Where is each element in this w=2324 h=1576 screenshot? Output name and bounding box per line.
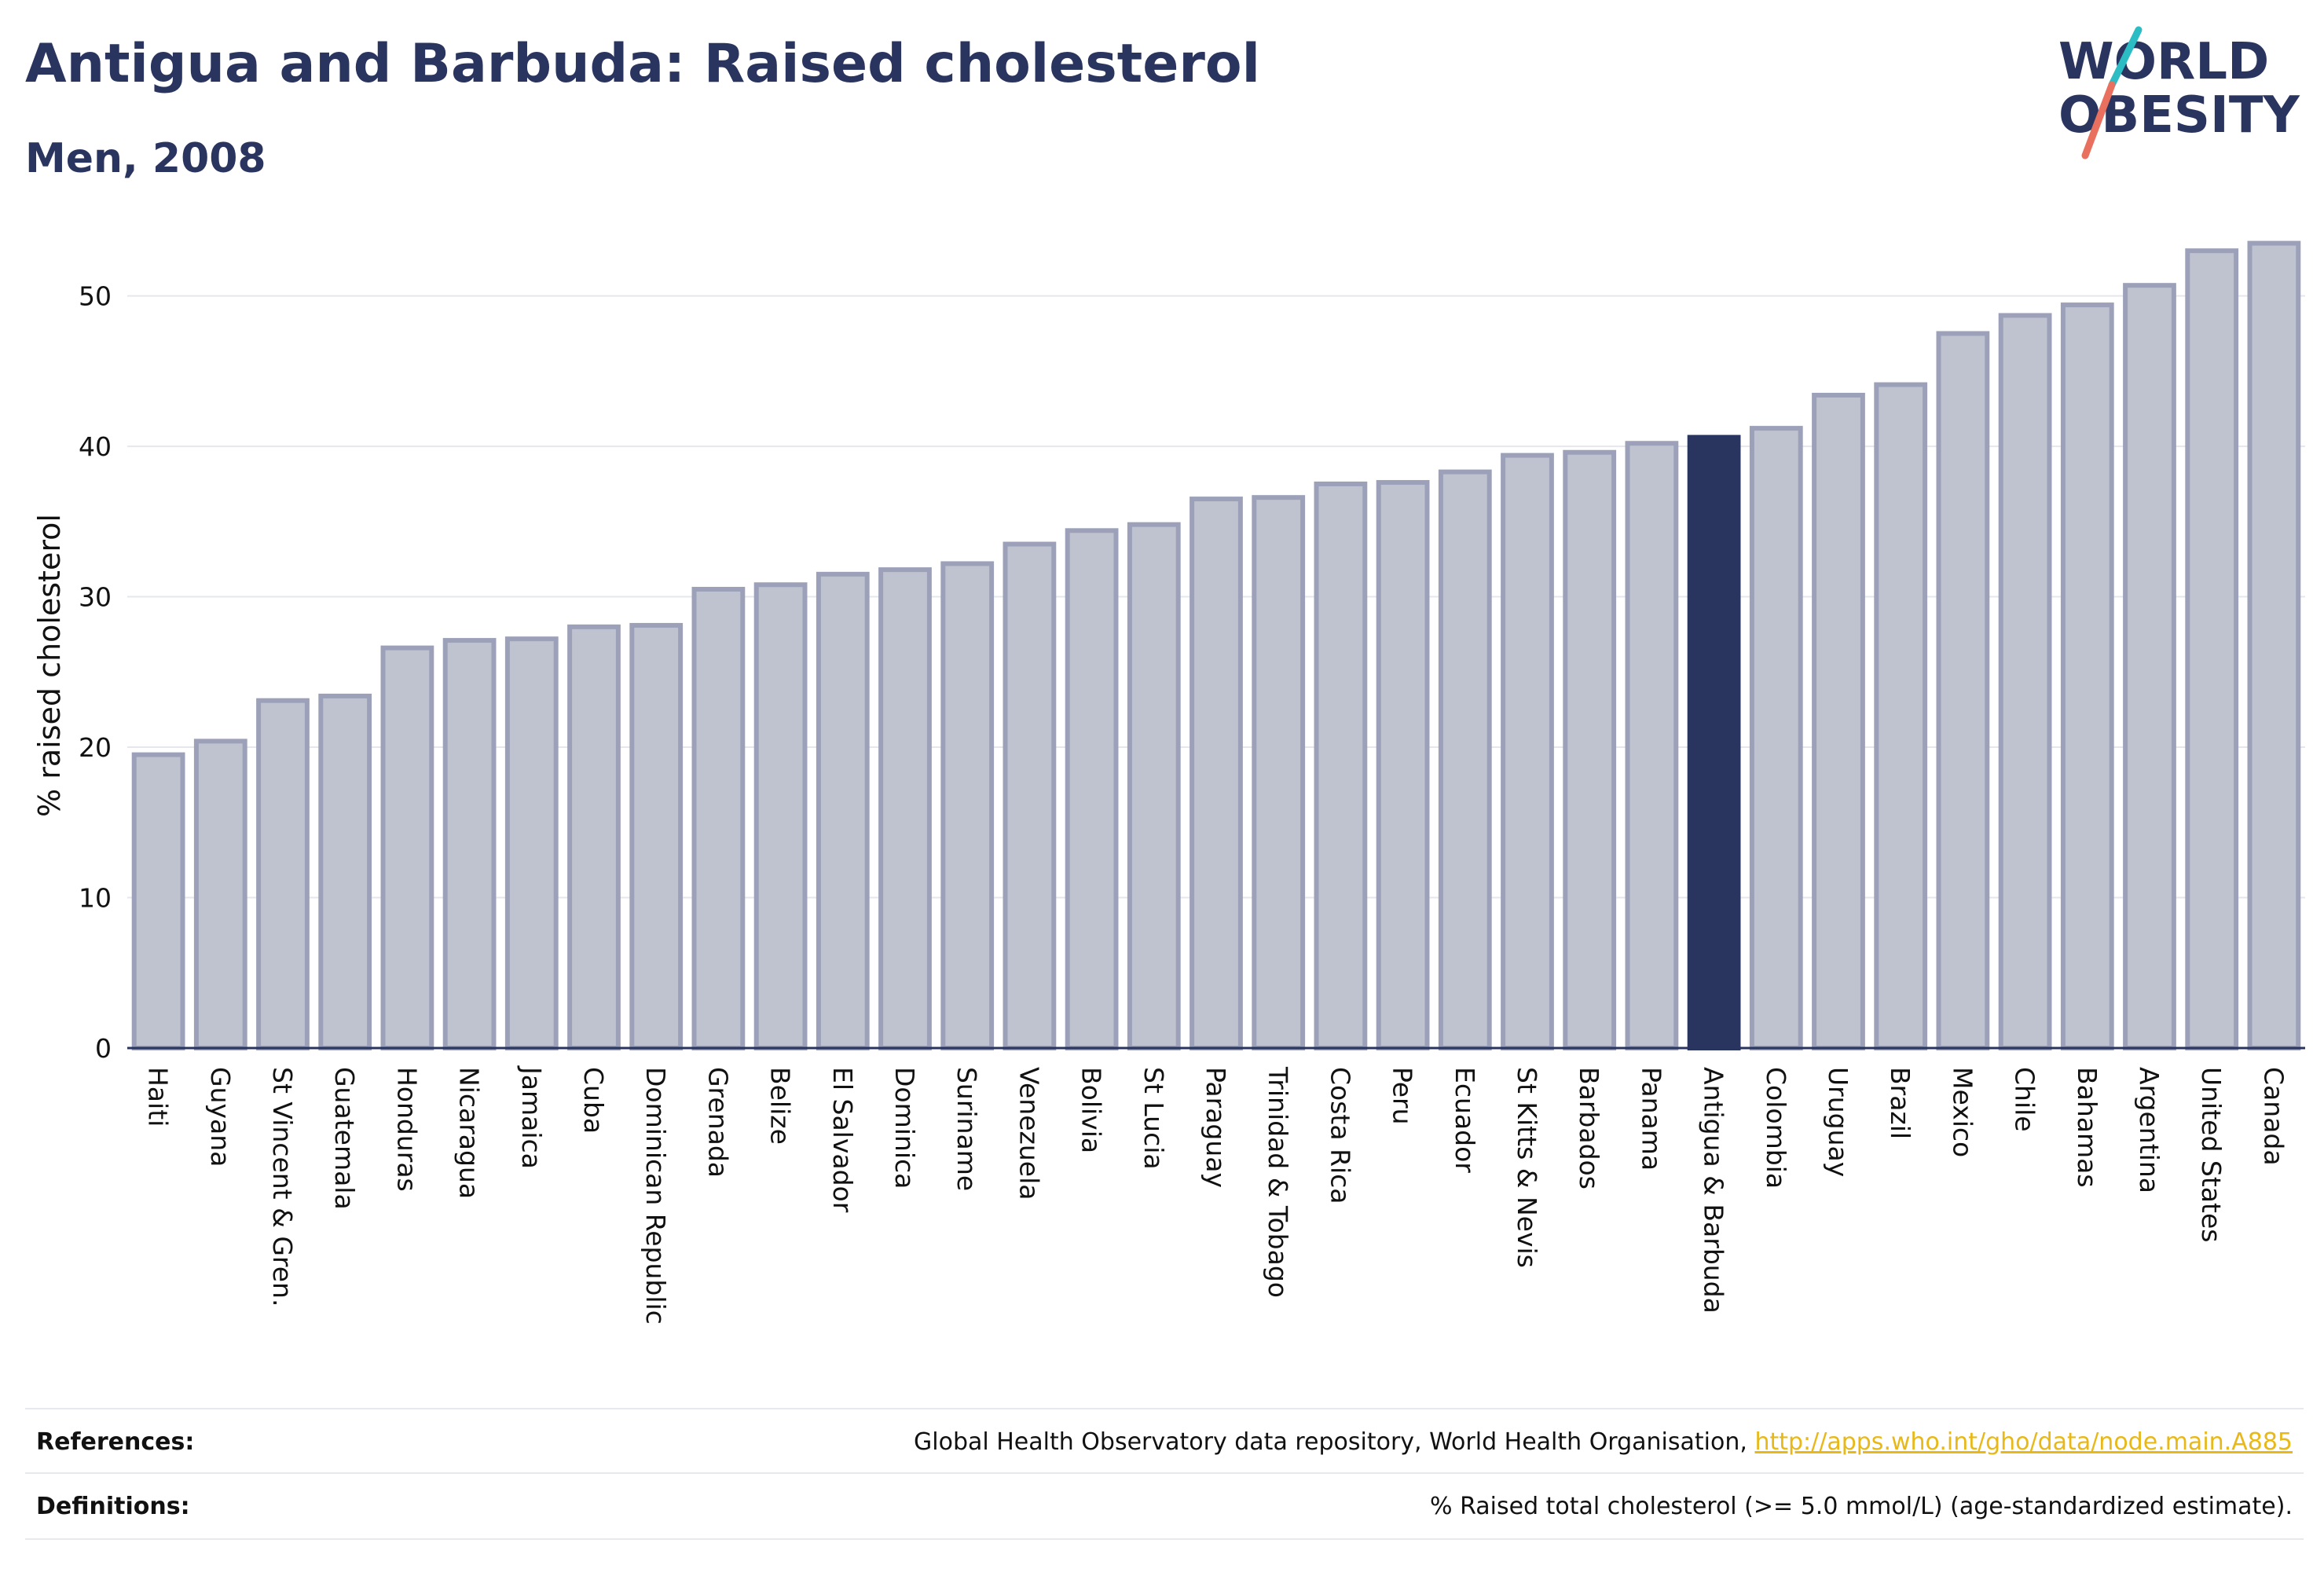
y-tick-label: 50 bbox=[79, 281, 112, 312]
category-label: Dominican Republic bbox=[640, 1067, 671, 1325]
bar-st-kitts-nevis bbox=[1501, 453, 1554, 1050]
category-label: Canada bbox=[2258, 1067, 2289, 1166]
bar-guyana bbox=[193, 739, 247, 1051]
y-tick-labels: 0 10 20 30 40 50 bbox=[79, 281, 112, 1064]
references-text: Global Health Observatory data repositor… bbox=[914, 1428, 1755, 1456]
bar-canada bbox=[2247, 240, 2301, 1050]
category-label: Belize bbox=[765, 1067, 796, 1145]
bar-st-vincent-gren- bbox=[256, 698, 310, 1051]
bar-st-lucia bbox=[1127, 522, 1181, 1050]
y-axis-title: % raised cholesterol bbox=[32, 514, 67, 817]
category-label: St Lucia bbox=[1138, 1067, 1169, 1170]
category-label: United States bbox=[2196, 1067, 2227, 1242]
category-label: Argentina bbox=[2134, 1067, 2165, 1193]
bar-ecuador bbox=[1438, 469, 1492, 1050]
bar-bolivia bbox=[1065, 528, 1119, 1050]
category-label: Venezuela bbox=[1014, 1067, 1044, 1200]
y-tick-label: 40 bbox=[79, 431, 112, 462]
references-link[interactable]: http://apps.who.int/gho/data/node.main.A… bbox=[1754, 1428, 2293, 1456]
category-label: Jamaica bbox=[516, 1065, 547, 1169]
bar-barbados bbox=[1563, 449, 1617, 1050]
category-label: Guyana bbox=[205, 1067, 236, 1167]
category-label: Mexico bbox=[1947, 1067, 1978, 1157]
category-labels: Haiti Guyana St Vincent & Gren. Guatemala Ho… bbox=[143, 1065, 2289, 1325]
bar-dominican-republic bbox=[629, 622, 684, 1050]
category-label: St Kitts & Nevis bbox=[1512, 1067, 1542, 1268]
bar-dominica bbox=[878, 567, 932, 1050]
category-label: Cuba bbox=[578, 1067, 609, 1134]
category-label: Antigua & Barbuda bbox=[1699, 1067, 1729, 1314]
bar-uruguay bbox=[1812, 392, 1865, 1050]
references-label: References: bbox=[36, 1428, 195, 1456]
category-label: Dominica bbox=[889, 1067, 920, 1189]
category-label: El Salvador bbox=[827, 1067, 858, 1213]
bar-brazil bbox=[1874, 382, 1928, 1051]
category-label: Barbados bbox=[1574, 1067, 1604, 1189]
references-row: References: Global Health Observatory da… bbox=[25, 1408, 2304, 1474]
y-tick-label: 30 bbox=[79, 582, 112, 613]
category-label: Haiti bbox=[143, 1067, 174, 1127]
world-obesity-logo: WORLD OBESITY bbox=[2058, 26, 2300, 159]
category-label: Nicaragua bbox=[454, 1067, 485, 1199]
bar-colombia bbox=[1749, 426, 1803, 1050]
bar-belize bbox=[753, 582, 808, 1050]
references-value: Global Health Observatory data repositor… bbox=[914, 1428, 2304, 1456]
bar-paraguay bbox=[1189, 497, 1243, 1050]
chart-subtitle: Men, 2008 bbox=[25, 135, 266, 182]
chart-title: Antigua and Barbuda: Raised cholesterol bbox=[25, 33, 1260, 95]
y-tick-label: 20 bbox=[79, 732, 112, 763]
category-label: Panama bbox=[1636, 1067, 1666, 1171]
bar-chart: 0 10 20 30 40 50 Haiti Guyana St Vincent & Gren… bbox=[32, 240, 2305, 1325]
bar-haiti bbox=[131, 752, 185, 1050]
category-label: Grenada bbox=[702, 1067, 733, 1178]
bar-nicaragua bbox=[442, 638, 497, 1050]
bar-chile bbox=[1998, 313, 2052, 1051]
bar-grenada bbox=[691, 586, 746, 1050]
logo-slash-top bbox=[2108, 26, 2143, 89]
definitions-value: % Raised total cholesterol (>= 5.0 mmol/… bbox=[1430, 1492, 2293, 1520]
bar-bahamas bbox=[2060, 302, 2114, 1050]
category-label: Guatemala bbox=[329, 1067, 360, 1210]
category-label: Paraguay bbox=[1200, 1067, 1231, 1188]
bar-costa-rica bbox=[1314, 481, 1368, 1050]
y-tick-label: 10 bbox=[79, 883, 112, 914]
bar-guatemala bbox=[318, 693, 372, 1051]
logo-line1: WORLD bbox=[2058, 33, 2269, 91]
bar-honduras bbox=[380, 645, 434, 1050]
category-label: Honduras bbox=[391, 1067, 422, 1192]
bar-argentina bbox=[2123, 283, 2176, 1050]
category-label: Brazil bbox=[1885, 1067, 1915, 1139]
bar-mexico bbox=[1936, 331, 1990, 1050]
logo-slash-bottom bbox=[2081, 81, 2116, 159]
bar-trinidad-tobago bbox=[1252, 495, 1306, 1050]
category-label: Bahamas bbox=[2072, 1067, 2102, 1188]
y-tick-label: 0 bbox=[95, 1033, 112, 1064]
category-label: Peru bbox=[1387, 1067, 1418, 1125]
bars bbox=[131, 240, 2301, 1051]
bar-united-states bbox=[2185, 248, 2239, 1051]
category-label: St Vincent & Gren. bbox=[267, 1067, 298, 1307]
bar-peru bbox=[1376, 480, 1430, 1050]
category-label: Trinidad & Tobago bbox=[1263, 1066, 1293, 1298]
bar-venezuela bbox=[1003, 541, 1057, 1050]
bar-jamaica bbox=[504, 636, 559, 1050]
category-label: Uruguay bbox=[1823, 1067, 1853, 1177]
bar-antigua-barbuda bbox=[1687, 434, 1741, 1050]
bar-cuba bbox=[567, 624, 621, 1050]
category-label: Colombia bbox=[1761, 1067, 1791, 1189]
definitions-label: Definitions: bbox=[36, 1492, 190, 1520]
bar-suriname bbox=[940, 561, 995, 1050]
category-label: Chile bbox=[2010, 1067, 2040, 1132]
category-label: Suriname bbox=[951, 1067, 982, 1191]
category-label: Costa Rica bbox=[1325, 1067, 1355, 1204]
bar-panama bbox=[1625, 441, 1679, 1050]
bar-el-salvador bbox=[816, 571, 870, 1050]
category-label: Bolivia bbox=[1076, 1067, 1107, 1153]
category-label: Ecuador bbox=[1450, 1067, 1480, 1173]
definitions-row: Definitions: % Raised total cholesterol … bbox=[25, 1472, 2304, 1540]
